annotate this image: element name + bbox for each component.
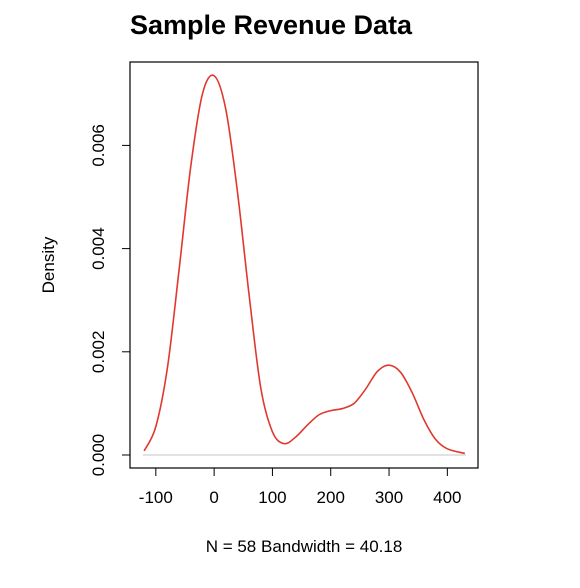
x-axis: -100 0 100 200 300 400 bbox=[139, 468, 462, 507]
y-tick-label: 0.000 bbox=[89, 434, 108, 477]
x-tick-label: 400 bbox=[433, 488, 461, 507]
y-axis-label: Density bbox=[39, 236, 58, 293]
x-tick-label: 0 bbox=[209, 488, 218, 507]
x-tick-label: 200 bbox=[317, 488, 345, 507]
y-axis: 0.000 0.002 0.004 0.006 bbox=[89, 124, 130, 476]
x-tick-label: -100 bbox=[139, 488, 173, 507]
y-tick-label: 0.002 bbox=[89, 331, 108, 374]
y-tick-label: 0.006 bbox=[89, 124, 108, 167]
density-line bbox=[143, 74, 466, 455]
y-tick-label: 0.004 bbox=[89, 227, 108, 270]
x-tick-label: 100 bbox=[258, 488, 286, 507]
x-tick-label: 300 bbox=[375, 488, 403, 507]
plot-frame bbox=[129, 61, 479, 469]
chart-title: Sample Revenue Data bbox=[130, 10, 413, 40]
x-axis-label: N = 58 Bandwidth = 40.18 bbox=[206, 537, 403, 556]
